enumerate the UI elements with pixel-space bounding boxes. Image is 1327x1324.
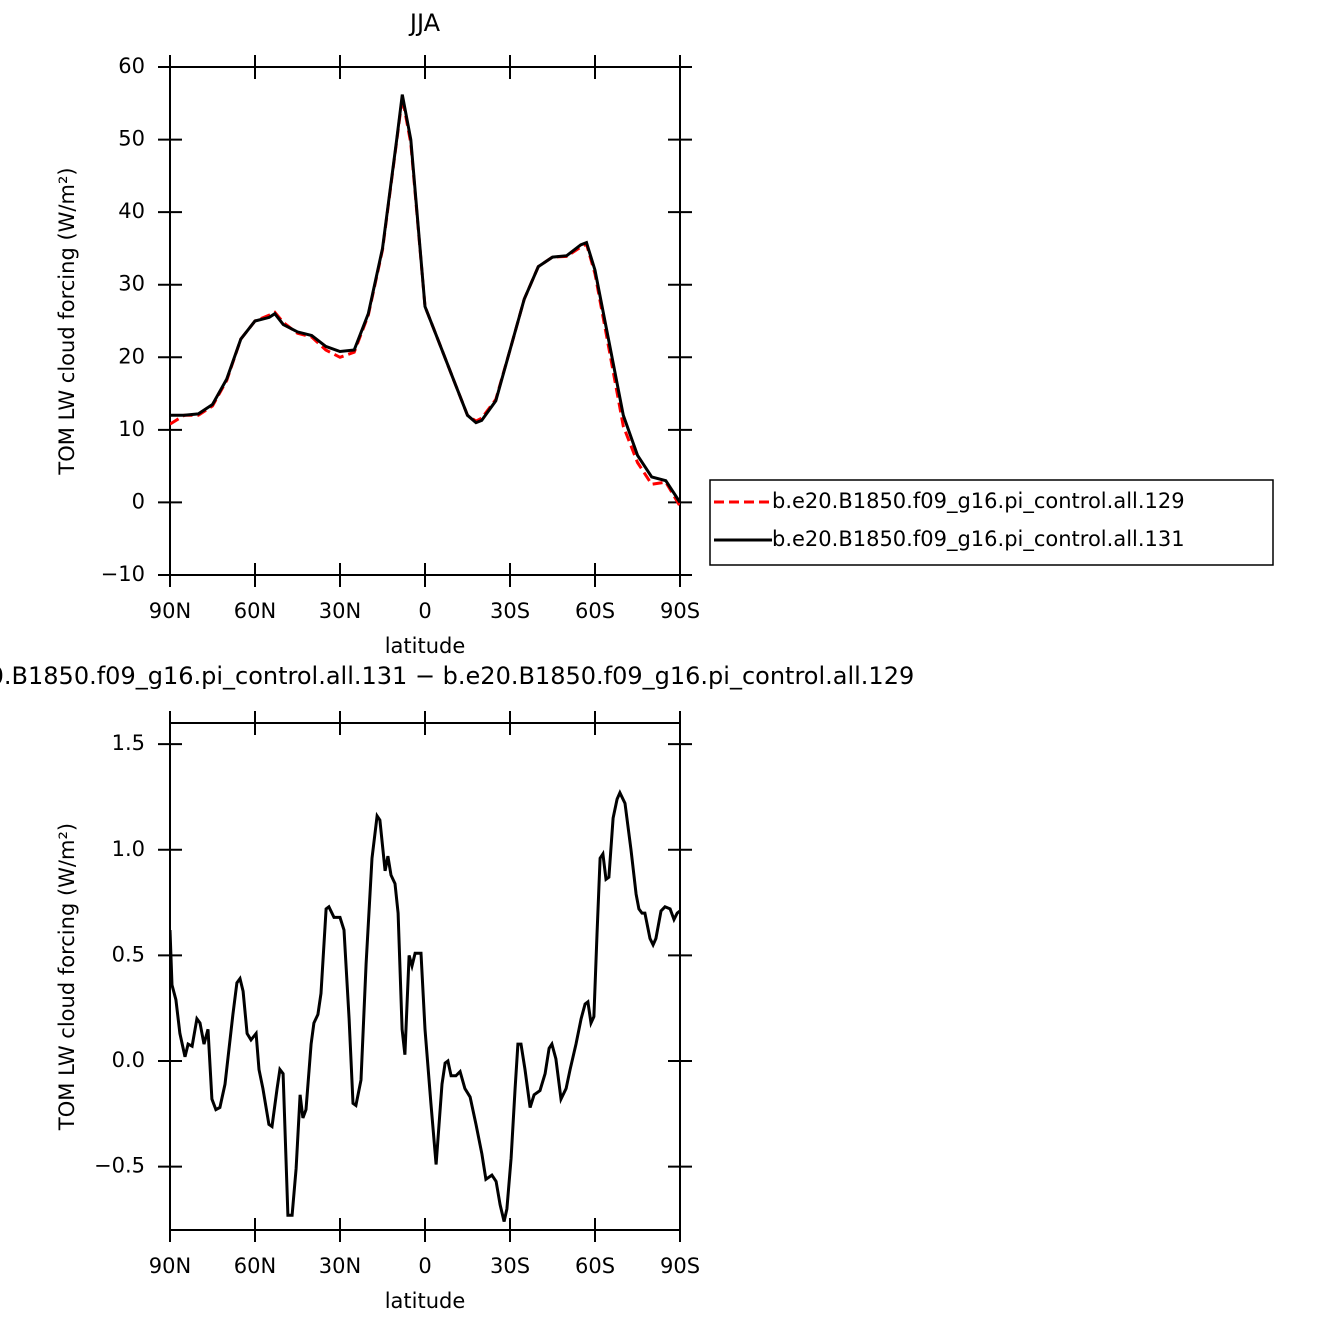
y-axis-label: TOM LW cloud forcing (W/m²) xyxy=(55,823,79,1131)
y-axis-label: TOM LW cloud forcing (W/m²) xyxy=(55,167,79,475)
x-tick-label: 30N xyxy=(319,599,361,623)
plot-frame xyxy=(169,722,681,1231)
y-tick-label: 50 xyxy=(118,127,145,151)
x-tick-label: 30S xyxy=(490,599,530,623)
x-tick-label: 30N xyxy=(319,1254,361,1278)
y-tick-label: 60 xyxy=(118,54,145,78)
y-tick-label: 40 xyxy=(118,199,145,223)
legend-label: b.e20.B1850.f09_g16.pi_control.all.129 xyxy=(772,489,1185,514)
y-tick-label: −0.5 xyxy=(94,1154,145,1178)
y-tick-label: 0.0 xyxy=(112,1048,145,1072)
x-axis-label: latitude xyxy=(385,1289,466,1313)
x-tick-label: 0 xyxy=(418,599,431,623)
x-tick-label: 60S xyxy=(575,1254,615,1278)
x-tick-label: 90S xyxy=(660,599,700,623)
plot-frame xyxy=(169,66,681,576)
y-tick-label: −10 xyxy=(101,562,145,586)
x-tick-label: 60S xyxy=(575,599,615,623)
x-tick-label: 90N xyxy=(149,1254,191,1278)
y-tick-label: 1.0 xyxy=(112,837,145,861)
chart-title: JJA xyxy=(408,9,441,37)
y-tick-label: 20 xyxy=(118,344,145,368)
x-tick-label: 90S xyxy=(660,1254,700,1278)
panel: b.e20.B1850.f09_g16.pi_control.all.131 −… xyxy=(0,662,914,1313)
x-tick-label: 60N xyxy=(234,599,276,623)
data-line xyxy=(170,789,680,1222)
legend-box xyxy=(709,479,1274,566)
legend-label: b.e20.B1850.f09_g16.pi_control.all.131 xyxy=(772,527,1185,552)
panel: JJA −10 0 10 20 30 40 50 60 90N 60N 30N 0 30S 60S 90S la… xyxy=(55,9,1274,658)
y-tick-label: 0.5 xyxy=(112,942,145,966)
x-axis-label: latitude xyxy=(385,634,466,658)
y-tick-label: 10 xyxy=(118,417,145,441)
data-line xyxy=(170,94,680,504)
y-tick-label: 30 xyxy=(118,272,145,296)
x-tick-label: 0 xyxy=(418,1254,431,1278)
x-tick-label: 90N xyxy=(149,599,191,623)
y-tick-label: 0 xyxy=(132,489,145,513)
x-tick-label: 60N xyxy=(234,1254,276,1278)
chart-title: b.e20.B1850.f09_g16.pi_control.all.131 −… xyxy=(0,662,914,690)
x-tick-label: 30S xyxy=(490,1254,530,1278)
y-tick-label: 1.5 xyxy=(112,731,145,755)
